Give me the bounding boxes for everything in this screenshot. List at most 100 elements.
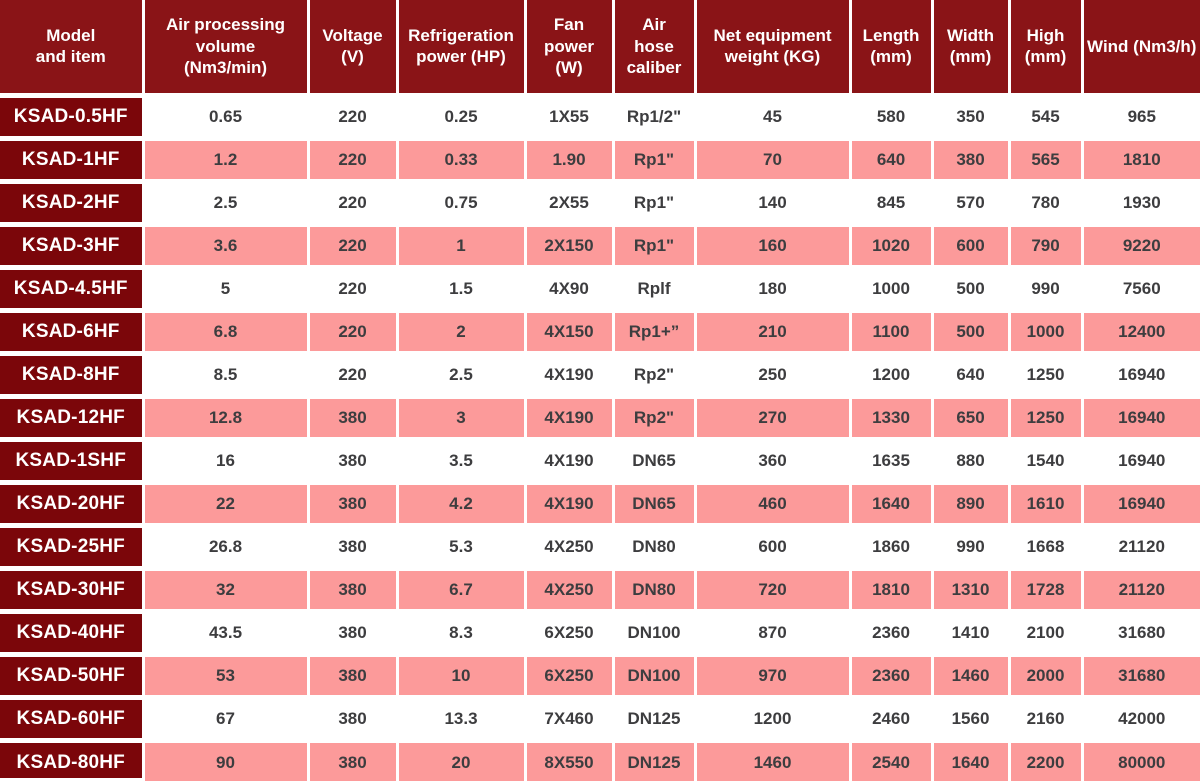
spec-cell-high: 545 bbox=[1007, 92, 1084, 141]
spec-cell-air: 8.5 bbox=[141, 350, 310, 399]
spec-cell-high: 2160 bbox=[1007, 694, 1084, 743]
spec-cell-high: 2000 bbox=[1007, 651, 1084, 700]
spec-cell-length: 1020 bbox=[848, 221, 934, 270]
column-header-label: Air processing volume (Nm3/min) bbox=[165, 15, 286, 77]
spec-cell-width: 350 bbox=[930, 92, 1011, 141]
spec-cell-hose: DN100 bbox=[611, 651, 697, 700]
spec-cell-air: 26.8 bbox=[141, 522, 310, 571]
spec-cell-voltage: 380 bbox=[306, 651, 399, 700]
spec-cell-weight: 70 bbox=[693, 135, 852, 184]
spec-cell-high: 2100 bbox=[1007, 608, 1084, 657]
model-cell: KSAD-40HF bbox=[0, 608, 145, 657]
table-row: KSAD-1SHF 16 380 3.5 4X190 DN65 360 1635 880 1540… bbox=[0, 436, 1200, 485]
spec-cell-air: 16 bbox=[141, 436, 310, 485]
table-row: KSAD-1HF 1.2 220 0.33 1.90 Rp1" 70 640 380 565 181… bbox=[0, 135, 1200, 184]
spec-cell-width: 1410 bbox=[930, 608, 1011, 657]
column-header-label: Length (mm) bbox=[862, 26, 920, 67]
spec-cell-weight: 210 bbox=[693, 307, 852, 356]
model-cell: KSAD-80HF bbox=[0, 737, 145, 781]
spec-cell-high: 1250 bbox=[1007, 393, 1084, 442]
spec-cell-voltage: 220 bbox=[306, 135, 399, 184]
spec-cell-width: 990 bbox=[930, 522, 1011, 571]
column-header-air: Air processing volume (Nm3/min) bbox=[141, 0, 310, 98]
column-header-label: Net equipment weight (KG) bbox=[713, 26, 832, 67]
spec-cell-weight: 45 bbox=[693, 92, 852, 141]
spec-cell-wind: 965 bbox=[1080, 92, 1200, 141]
spec-cell-fan: 4X190 bbox=[523, 350, 615, 399]
spec-cell-air: 53 bbox=[141, 651, 310, 700]
spec-cell-width: 380 bbox=[930, 135, 1011, 184]
spec-cell-refrig: 2 bbox=[395, 307, 527, 356]
spec-cell-refrig: 1 bbox=[395, 221, 527, 270]
spec-cell-hose: Rp1+” bbox=[611, 307, 697, 356]
spec-cell-hose: DN80 bbox=[611, 522, 697, 571]
spec-cell-hose: DN125 bbox=[611, 694, 697, 743]
spec-cell-hose: Rp1" bbox=[611, 221, 697, 270]
model-cell: KSAD-3HF bbox=[0, 221, 145, 270]
spec-cell-high: 2200 bbox=[1007, 737, 1084, 781]
spec-cell-air: 5 bbox=[141, 264, 310, 313]
spec-cell-weight: 140 bbox=[693, 178, 852, 227]
spec-cell-wind: 1930 bbox=[1080, 178, 1200, 227]
spec-cell-air: 67 bbox=[141, 694, 310, 743]
spec-cell-high: 790 bbox=[1007, 221, 1084, 270]
model-cell: KSAD-30HF bbox=[0, 565, 145, 614]
column-header-weight: Net equipment weight (KG) bbox=[693, 0, 852, 98]
spec-cell-refrig: 3 bbox=[395, 393, 527, 442]
spec-cell-weight: 1200 bbox=[693, 694, 852, 743]
spec-cell-refrig: 20 bbox=[395, 737, 527, 781]
spec-cell-width: 600 bbox=[930, 221, 1011, 270]
model-cell: KSAD-1HF bbox=[0, 135, 145, 184]
spec-cell-fan: 1X55 bbox=[523, 92, 615, 141]
spec-cell-hose: Rp1/2" bbox=[611, 92, 697, 141]
spec-cell-air: 1.2 bbox=[141, 135, 310, 184]
spec-cell-weight: 270 bbox=[693, 393, 852, 442]
spec-cell-wind: 16940 bbox=[1080, 479, 1200, 528]
table-row: KSAD-0.5HF 0.65 220 0.25 1X55 Rp1/2" 45 580 350 5… bbox=[0, 92, 1200, 141]
spec-cell-hose: Rplf bbox=[611, 264, 697, 313]
spec-cell-width: 1460 bbox=[930, 651, 1011, 700]
spec-cell-weight: 720 bbox=[693, 565, 852, 614]
model-cell: KSAD-4.5HF bbox=[0, 264, 145, 313]
spec-cell-weight: 250 bbox=[693, 350, 852, 399]
model-cell: KSAD-25HF bbox=[0, 522, 145, 571]
spec-cell-wind: 16940 bbox=[1080, 350, 1200, 399]
spec-cell-length: 845 bbox=[848, 178, 934, 227]
column-header-fan: Fan power (W) bbox=[523, 0, 615, 98]
column-header-length: Length (mm) bbox=[848, 0, 934, 98]
spec-cell-wind: 31680 bbox=[1080, 651, 1200, 700]
column-header-label: Fan power (W) bbox=[543, 15, 595, 77]
spec-cell-weight: 870 bbox=[693, 608, 852, 657]
spec-cell-high: 990 bbox=[1007, 264, 1084, 313]
model-cell: KSAD-20HF bbox=[0, 479, 145, 528]
header-row: Model and item Air processing volume (Nm3… bbox=[0, 0, 1200, 98]
spec-cell-fan: 4X250 bbox=[523, 565, 615, 614]
spec-cell-fan: 2X55 bbox=[523, 178, 615, 227]
spec-cell-air: 90 bbox=[141, 737, 310, 781]
spec-cell-length: 2360 bbox=[848, 651, 934, 700]
spec-cell-refrig: 0.25 bbox=[395, 92, 527, 141]
column-header-voltage: Voltage (V) bbox=[306, 0, 399, 98]
spec-cell-voltage: 220 bbox=[306, 92, 399, 141]
spec-cell-voltage: 380 bbox=[306, 393, 399, 442]
column-header-label: Wind (Nm3/h) bbox=[1087, 36, 1197, 56]
spec-cell-width: 1310 bbox=[930, 565, 1011, 614]
table-row: KSAD-40HF 43.5 380 8.3 6X250 DN100 870 2360 1410… bbox=[0, 608, 1200, 657]
table-row: KSAD-30HF 32 380 6.7 4X250 DN80 720 1810 1310 172… bbox=[0, 565, 1200, 614]
spec-cell-length: 640 bbox=[848, 135, 934, 184]
spec-cell-width: 1560 bbox=[930, 694, 1011, 743]
spec-cell-air: 6.8 bbox=[141, 307, 310, 356]
spec-cell-width: 500 bbox=[930, 264, 1011, 313]
spec-cell-fan: 7X460 bbox=[523, 694, 615, 743]
spec-cell-wind: 21120 bbox=[1080, 565, 1200, 614]
spec-cell-high: 780 bbox=[1007, 178, 1084, 227]
spec-cell-fan: 4X90 bbox=[523, 264, 615, 313]
column-header-high: High (mm) bbox=[1007, 0, 1084, 98]
spec-cell-wind: 80000 bbox=[1080, 737, 1200, 781]
column-header-label: Air hose caliber bbox=[626, 15, 682, 77]
spec-cell-width: 500 bbox=[930, 307, 1011, 356]
spec-cell-air: 43.5 bbox=[141, 608, 310, 657]
spec-cell-wind: 16940 bbox=[1080, 436, 1200, 485]
spec-cell-voltage: 380 bbox=[306, 737, 399, 781]
model-cell: KSAD-12HF bbox=[0, 393, 145, 442]
